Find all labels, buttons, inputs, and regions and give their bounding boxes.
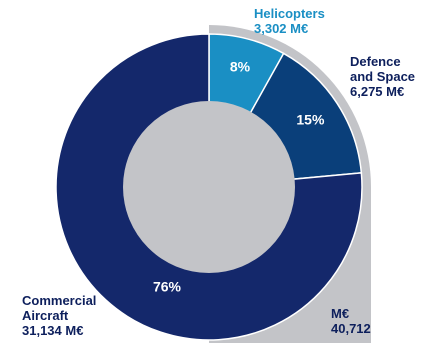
donut-hole — [123, 101, 295, 273]
legend-label-helicopters: Helicopters 3,302 M€ — [254, 6, 325, 36]
label-value: 31,134 M€ — [22, 323, 84, 338]
slice-percent-commercial: 76% — [153, 279, 182, 295]
total-value: 40,712 — [331, 321, 371, 336]
legend-label-commercial: Commercial Aircraft 31,134 M€ — [22, 293, 96, 338]
label-name-line1: Defence — [350, 54, 401, 69]
label-name: Helicopters — [254, 6, 325, 21]
label-name-line2: Aircraft — [22, 308, 69, 323]
label-value: 6,275 M€ — [350, 84, 405, 99]
label-value: 3,302 M€ — [254, 21, 309, 36]
label-name-line1: Commercial — [22, 293, 97, 308]
total-unit: M€ — [331, 306, 350, 321]
legend-label-defence: Defence and Space 6,275 M€ — [350, 54, 415, 99]
total-label: M€ 40,712 — [331, 306, 371, 336]
slice-percent-defence: 15% — [296, 112, 325, 128]
slice-percent-helicopters: 8% — [230, 59, 251, 75]
label-name-line2: and Space — [350, 69, 416, 84]
